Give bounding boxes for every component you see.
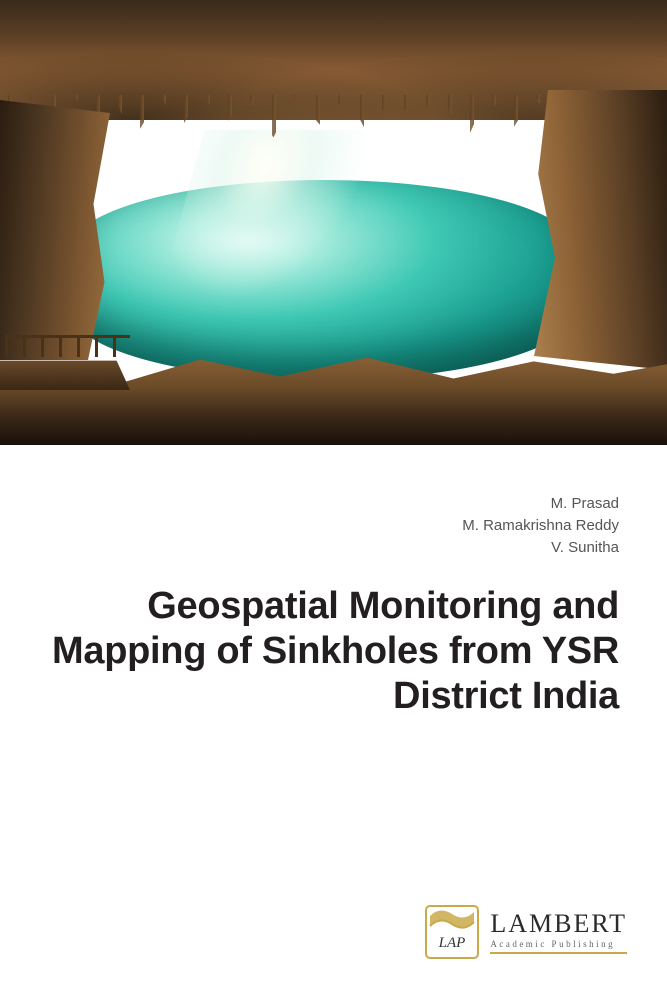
author-line: M. Prasad	[48, 493, 619, 515]
railing	[5, 335, 130, 357]
author-line: V. Sunitha	[48, 537, 619, 559]
publisher-text: LAMBERT Academic Publishing	[490, 911, 627, 954]
publisher-logo-icon: LAP	[424, 904, 480, 960]
author-line: M. Ramakrishna Reddy	[48, 515, 619, 537]
publisher-name: LAMBERT	[490, 911, 627, 937]
cenote-water	[70, 180, 577, 380]
author-list: M. Prasad M. Ramakrishna Reddy V. Sunith…	[48, 493, 619, 558]
publisher-underline	[490, 952, 627, 954]
logo-badge-text: LAP	[438, 935, 466, 951]
wooden-walkway	[0, 361, 130, 390]
publisher-subtitle: Academic Publishing	[490, 940, 627, 949]
cover-image	[0, 0, 667, 445]
publisher-block: LAP LAMBERT Academic Publishing	[424, 904, 627, 960]
book-title: Geospatial Monitoring and Mapping of Sin…	[48, 584, 619, 718]
cave-wall-left	[0, 100, 110, 360]
